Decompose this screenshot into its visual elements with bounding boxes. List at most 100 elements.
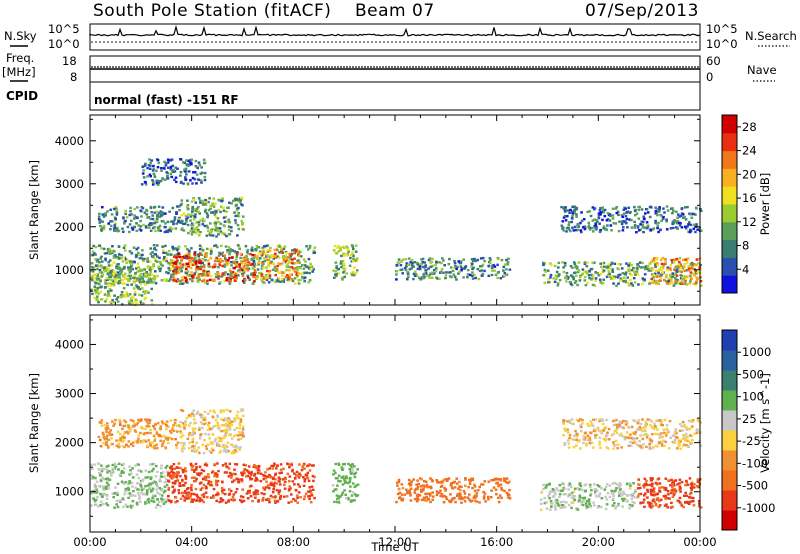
data-cell-3: [138, 287, 142, 291]
data-cell-4: [172, 220, 175, 223]
data-cell-0: [137, 463, 140, 466]
freq-dot: [127, 66, 129, 68]
data-cell-6: [195, 232, 199, 235]
data-cell-8: [487, 264, 490, 268]
data-cell-0: [157, 267, 161, 270]
data-cell-5: [191, 182, 194, 185]
data-cell-1: [192, 492, 196, 496]
data-cell-3: [136, 285, 139, 289]
data-cell-2: [145, 425, 149, 428]
nsearch-dot: [171, 41, 173, 43]
data-cell-5: [478, 485, 481, 489]
data-cell-2: [285, 252, 288, 255]
data-cell-3: [114, 278, 118, 281]
data-cell-2: [289, 273, 292, 276]
data-cell-3: [184, 423, 188, 427]
data-cell-8: [499, 277, 503, 280]
data-cell-0: [160, 464, 163, 467]
data-cell-4: [110, 213, 114, 216]
data-cell-1: [254, 479, 257, 482]
data-cell-3: [234, 417, 237, 420]
data-cell-9: [600, 265, 603, 269]
data-cell-11: [598, 230, 602, 234]
data-cell-6: [605, 498, 609, 501]
data-cell-9: [672, 284, 676, 287]
data-cell-4: [336, 484, 339, 487]
freq-dot: [148, 66, 150, 68]
data-cell-4: [159, 210, 163, 213]
data-cell-6: [209, 232, 213, 235]
data-cell-5: [475, 500, 478, 503]
data-cell-0: [94, 264, 98, 267]
data-cell-0: [145, 501, 149, 505]
data-cell-6: [235, 198, 238, 201]
data-cell-5: [160, 169, 163, 172]
data-cell-1: [249, 252, 252, 256]
data-cell-3: [227, 450, 230, 453]
data-cell-1: [205, 487, 208, 490]
data-cell-1: [194, 262, 198, 265]
data-cell-4: [340, 476, 343, 479]
data-cell-1: [182, 491, 186, 494]
data-cell-9: [567, 275, 570, 279]
data-cell-11: [601, 206, 604, 209]
data-cell-3: [201, 426, 204, 430]
data-cell-2: [105, 428, 108, 431]
freq-dot: [172, 66, 174, 68]
data-cell-5: [398, 491, 402, 495]
data-cell-6: [206, 216, 209, 219]
data-cell-8: [432, 272, 435, 276]
nsearch-dot: [651, 41, 653, 43]
data-cell-0: [105, 502, 108, 505]
freq-dot: [421, 66, 423, 68]
data-cell-8: [503, 263, 507, 266]
data-cell-2: [176, 430, 179, 433]
freq-dot: [187, 66, 189, 68]
data-cell-8: [502, 265, 506, 269]
data-cell-5: [148, 167, 152, 170]
data-cell-9: [637, 283, 640, 286]
data-cell-11: [606, 224, 609, 227]
data-cell-1: [229, 280, 232, 283]
data-cell-0: [184, 245, 187, 248]
nsearch-label: N.Search: [745, 29, 797, 43]
data-cell-6: [543, 501, 547, 505]
data-cell-0: [134, 464, 137, 467]
data-cell-8: [489, 261, 492, 265]
data-cell-1: [230, 474, 234, 477]
data-cell-0: [156, 470, 159, 474]
data-cell-0: [127, 496, 130, 500]
data-cell-3: [212, 425, 215, 428]
data-cell-0: [309, 265, 313, 268]
data-cell-9: [571, 266, 574, 269]
data-cell-9: [613, 262, 617, 265]
data-cell-3: [99, 286, 103, 289]
data-cell-1: [213, 265, 217, 268]
data-cell-8: [440, 261, 443, 265]
data-cell-2: [162, 440, 166, 443]
data-cell-0: [123, 492, 126, 496]
data-cell-3: [93, 285, 97, 288]
freq-dot: [115, 66, 117, 68]
data-cell-6: [595, 489, 599, 492]
data-cell-5: [141, 172, 145, 175]
freq-dot: [595, 66, 597, 68]
freq-dot: [541, 66, 543, 68]
data-cell-6: [212, 197, 216, 200]
data-cell-1: [187, 491, 190, 494]
data-cell-10: [687, 265, 691, 268]
data-cell-0: [196, 259, 199, 262]
data-cell-6: [191, 210, 194, 213]
data-cell-5: [431, 495, 435, 498]
data-cell-0: [160, 494, 164, 497]
data-cell-0: [128, 277, 132, 280]
data-cell-10: [695, 280, 698, 283]
cpid-text: normal (fast) -151 RF: [94, 93, 239, 107]
data-cell-7: [354, 244, 358, 247]
data-cell-1: [290, 463, 293, 467]
data-cell-1: [180, 258, 183, 262]
data-cell-0: [283, 245, 287, 248]
data-cell-3: [203, 416, 207, 419]
data-cell-5: [458, 485, 461, 488]
data-cell-0: [148, 260, 152, 263]
